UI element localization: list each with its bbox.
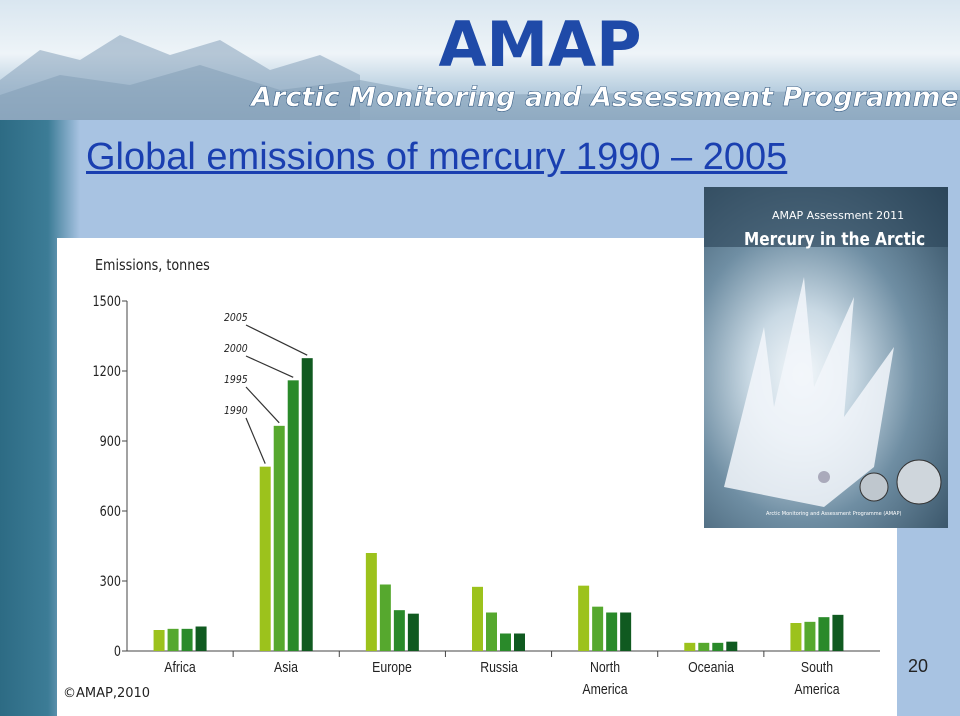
bar xyxy=(606,612,618,651)
bar xyxy=(726,641,738,651)
droplet xyxy=(896,459,942,505)
bar xyxy=(818,617,830,651)
mountains xyxy=(0,65,960,120)
cover-title: Mercury in the Arctic xyxy=(744,228,925,250)
droplet xyxy=(818,471,830,483)
bar xyxy=(181,628,193,651)
cover-top xyxy=(704,187,948,247)
leader-line xyxy=(245,324,308,356)
x-tick-label: South America xyxy=(794,659,840,698)
bar xyxy=(832,614,844,651)
bar xyxy=(804,621,816,651)
bar xyxy=(167,628,179,651)
bar xyxy=(592,606,604,651)
series-label: 2005 xyxy=(224,312,248,324)
bar xyxy=(301,358,313,651)
leader-line xyxy=(245,417,266,464)
series-label: 1995 xyxy=(224,374,248,386)
y-tick-label: 1200 xyxy=(93,363,121,380)
y-tick-label: 600 xyxy=(100,503,121,520)
slide-title: Global emissions of mercury 1990 – 2005 xyxy=(86,136,788,178)
page-number: 20 xyxy=(908,656,929,676)
bar xyxy=(620,612,632,651)
bar xyxy=(514,633,525,651)
bar xyxy=(259,466,271,651)
x-tick-label: North America xyxy=(582,659,628,698)
bar xyxy=(500,633,511,651)
bar xyxy=(407,613,419,651)
copyright: ©AMAP,2010 xyxy=(63,686,150,701)
banner-subtitle: Arctic Monitoring and Assessment Program… xyxy=(249,82,959,113)
y-tick-label: 300 xyxy=(100,573,121,590)
bar xyxy=(379,584,391,651)
bar xyxy=(287,380,299,651)
cover-publisher: Arctic Monitoring and Assessment Program… xyxy=(766,511,901,517)
droplet xyxy=(859,472,889,502)
cover-art: AMAP Assessment 2011 Mercury in the Arct… xyxy=(704,187,948,517)
y-axis-label: Emissions, tonnes xyxy=(95,257,210,274)
y-tick-label: 900 xyxy=(100,433,121,450)
bar xyxy=(153,630,165,651)
bar xyxy=(393,610,405,651)
series-label: 1990 xyxy=(224,405,248,417)
leader-line xyxy=(245,355,294,378)
bar xyxy=(790,623,802,651)
bar xyxy=(712,642,724,651)
leader-line xyxy=(245,386,280,424)
bar xyxy=(698,642,710,651)
series-label: 2000 xyxy=(224,343,248,355)
bar xyxy=(365,553,377,651)
banner-art: AMAP Arctic Monitoring and Assessment Pr… xyxy=(0,8,960,120)
cover-kicker: AMAP Assessment 2011 xyxy=(772,209,904,222)
ice-crystals xyxy=(724,277,894,507)
bar xyxy=(195,626,207,651)
x-tick-label: Oceania xyxy=(687,659,734,676)
bar xyxy=(486,612,497,651)
bar xyxy=(578,585,590,651)
x-tick-label: Africa xyxy=(164,659,196,676)
x-tick-label: Europe xyxy=(372,659,413,676)
banner: AMAP Arctic Monitoring and Assessment Pr… xyxy=(0,0,960,120)
y-tick-label: 1500 xyxy=(93,293,121,310)
y-tick-label: 0 xyxy=(114,643,121,660)
x-tick-label: Russia xyxy=(479,659,518,676)
bar xyxy=(684,642,696,651)
x-tick-label: Asia xyxy=(274,659,299,676)
bar xyxy=(472,586,483,651)
book-cover: AMAP Assessment 2011 Mercury in the Arct… xyxy=(704,187,948,528)
bar xyxy=(273,425,285,651)
logo: AMAP xyxy=(438,8,641,81)
